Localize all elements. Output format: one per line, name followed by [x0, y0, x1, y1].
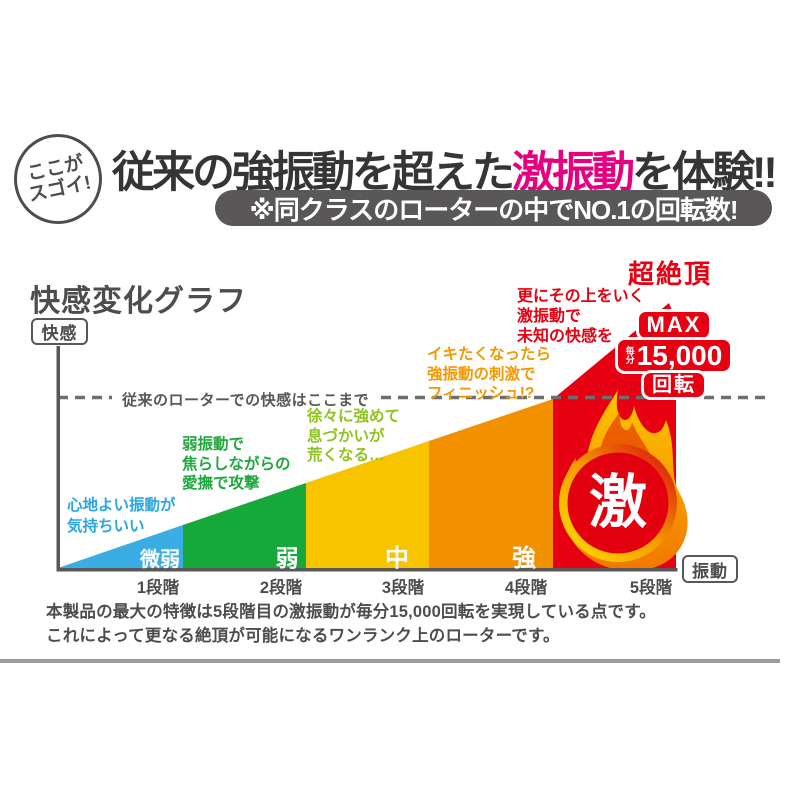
annotation-stage5: 更にその上をいく 激振動で 未知の快感を: [517, 288, 645, 345]
y-axis-label-box: 快感: [31, 318, 88, 345]
subbanner-pill: ※同クラスのローターの中でNO.1の回転数!: [215, 190, 772, 226]
footer-description: 本製品の最大の特徴は5段階目の激振動が毎分15,000回転を実現している点です。…: [46, 603, 656, 645]
band-label-5-geki: 激: [588, 470, 647, 535]
y-axis-label: 快感: [41, 324, 78, 343]
limit-line-label: 従来のローターでの快感はここまで: [112, 389, 380, 410]
annotation-stage4: イキたくなったら 強振動の刺激で フィニッシュ!?: [427, 346, 552, 402]
max-rotation-badge: MAX 毎 分15,000 回転: [604, 309, 744, 400]
headline-highlight: 激振動: [512, 149, 635, 197]
max-badge-value-row: 毎 分15,000: [614, 337, 734, 374]
chart-title: 快感変化グラフ: [30, 285, 247, 318]
max-badge-unit: 回転: [641, 370, 707, 400]
stage-label-2: 2段階: [259, 579, 303, 597]
peak-label: 超絶頂: [628, 259, 713, 289]
bottom-divider: [0, 659, 780, 663]
headline: 従来の強振動を超えた激振動を体験!!: [112, 138, 800, 200]
subbanner-text: ※同クラスのローターの中でNO.1の回転数!: [249, 194, 738, 225]
x-axis-label: 振動: [692, 561, 728, 581]
x-axis-label-box: 振動: [682, 555, 738, 583]
geki-circle: [567, 452, 669, 554]
max-badge-per-minute: 毎 分: [625, 345, 635, 365]
stage-label-4: 4段階: [504, 579, 548, 597]
highlight-badge-text: ここが スゴイ!: [25, 152, 94, 207]
band-stage4-strong: [429, 399, 553, 568]
highlight-badge: ここが スゴイ!: [14, 134, 102, 224]
band-label-2: 弱: [275, 545, 299, 571]
annotation-stage2: 弱振動で 焦らしながらの 愛撫で攻撃: [182, 436, 291, 492]
headline-post: を体験!!: [632, 149, 778, 197]
stage-label-5: 5段階: [629, 579, 673, 597]
stage-label-3: 3段階: [381, 579, 425, 597]
annotation-stage3: 徐々に強めて 息づかいが 荒くなる…: [307, 408, 401, 464]
x-axis-line: [56, 568, 678, 572]
annotation-stage1: 心地よい振動が 気持ちいい: [67, 497, 176, 535]
band-label-4: 強: [512, 545, 536, 572]
band-label-3: 中: [385, 545, 409, 572]
stage-label-1: 1段階: [136, 579, 180, 597]
y-axis-line: [56, 346, 60, 571]
band-stage1-weakest: [58, 525, 183, 568]
max-badge-value: 15,000: [636, 340, 723, 371]
max-badge-line1: MAX: [635, 309, 713, 341]
headline-pre: 従来の強振動を超えた: [112, 149, 515, 197]
band-stage3-medium: [306, 441, 429, 568]
band-label-1: 微弱: [140, 549, 180, 571]
band-stage2-weak: [183, 483, 306, 568]
